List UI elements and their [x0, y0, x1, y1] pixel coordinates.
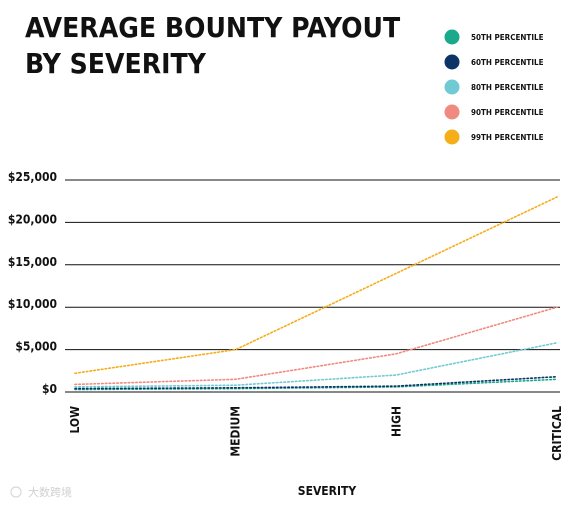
legend-item: 90TH PERCENTILE	[444, 104, 544, 120]
x-axis-tick-labels: LOW MEDIUM HIGH CRITICAL	[68, 406, 564, 461]
series-lines	[74, 196, 558, 391]
watermark-logo-icon	[10, 486, 22, 498]
gridlines	[65, 179, 560, 393]
y-tick-label: $25,000	[8, 170, 57, 184]
legend-swatch	[444, 54, 460, 70]
y-tick-label: $20,000	[8, 212, 57, 226]
x-tick-label: MEDIUM	[229, 406, 243, 457]
chart-title: AVERAGE BOUNTY PAYOUT BY SEVERITY	[25, 11, 401, 80]
y-tick-label: $15,000	[8, 255, 57, 269]
y-tick-label: $0	[42, 382, 57, 396]
legend-swatch	[444, 79, 460, 95]
legend-swatch	[444, 104, 460, 120]
legend-item: 60TH PERCENTILE	[444, 54, 544, 70]
legend-label: 90TH PERCENTILE	[471, 108, 544, 117]
x-tick-label: LOW	[68, 406, 82, 434]
watermark-text: 大数跨境	[28, 485, 72, 499]
x-tick-label: CRITICAL	[550, 406, 564, 461]
watermark: 大数跨境	[10, 485, 72, 499]
legend-item: 99TH PERCENTILE	[444, 129, 544, 145]
y-axis-tick-labels: $0 $5,000 $10,000 $15,000 $20,000 $25,000	[8, 170, 57, 396]
series-line	[74, 375, 558, 390]
series-line	[74, 196, 558, 375]
legend-swatch	[444, 29, 460, 45]
x-axis-label: SEVERITY	[298, 484, 357, 498]
x-tick-label: HIGH	[389, 406, 403, 437]
legend-label: 50TH PERCENTILE	[471, 33, 544, 42]
legend-item: 50TH PERCENTILE	[444, 29, 544, 45]
chart-title-line-1: AVERAGE BOUNTY PAYOUT	[25, 11, 401, 44]
series-line	[74, 306, 558, 386]
legend-item: 80TH PERCENTILE	[444, 79, 544, 95]
legend-label: 99TH PERCENTILE	[471, 133, 544, 142]
legend-swatch	[444, 129, 460, 145]
y-tick-label: $10,000	[8, 297, 57, 311]
legend-label: 60TH PERCENTILE	[471, 58, 544, 67]
legend: 50TH PERCENTILE 60TH PERCENTILE 80TH PERCE…	[444, 29, 544, 145]
legend-label: 80TH PERCENTILE	[471, 83, 544, 92]
y-tick-label: $5,000	[15, 340, 57, 354]
chart-title-line-2: BY SEVERITY	[25, 47, 207, 80]
series-line	[74, 341, 558, 388]
